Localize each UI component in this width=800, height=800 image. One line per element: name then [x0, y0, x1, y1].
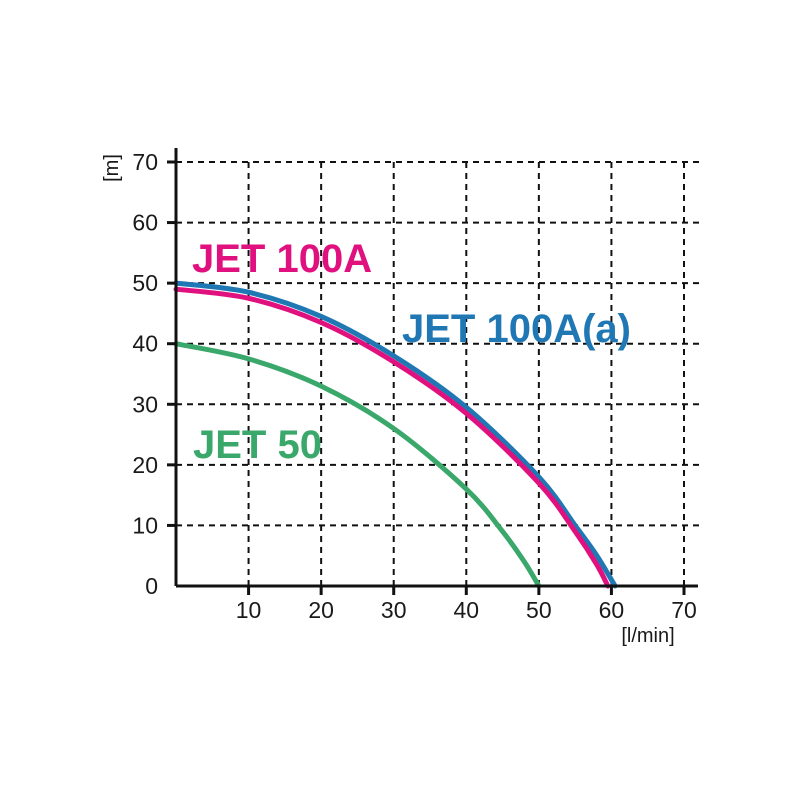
x-axis-unit-label: [l/min]: [621, 625, 674, 647]
x-tick-label: 40: [453, 597, 479, 623]
grid: [176, 160, 702, 586]
series-label-jet-100a-a: JET 100A(a): [402, 307, 631, 351]
y-tick-label: 60: [132, 210, 158, 236]
series-line-jet-50: [173, 341, 542, 589]
y-tick-label: 10: [132, 512, 158, 538]
curves: [173, 280, 618, 589]
y-tick-label: 40: [132, 331, 158, 357]
x-tick-label: 50: [526, 597, 552, 623]
y-tick-labels: 0 10 20 30 40 50 60 70: [132, 149, 158, 599]
y-tick-label: 70: [132, 149, 158, 175]
y-axis-unit-label: [m]: [101, 154, 123, 182]
x-tick-label: 10: [236, 597, 262, 623]
x-tick-labels: 10 20 30 40 50 60 70: [236, 597, 697, 623]
series-line-jet-100a-a: [173, 280, 618, 589]
x-tick-label: 20: [308, 597, 334, 623]
axes: [167, 148, 698, 595]
series-label-jet-100a: JET 100A: [192, 237, 372, 281]
y-tick-label: 30: [132, 391, 158, 417]
x-tick-label: 30: [381, 597, 407, 623]
x-tick-label: 60: [599, 597, 625, 623]
x-tick-label: 70: [671, 597, 697, 623]
y-tick-label: 20: [132, 452, 158, 478]
series-label-jet-50: JET 50: [193, 423, 322, 467]
y-tick-label: 50: [132, 270, 158, 296]
series-line-jet-100a: [173, 286, 611, 589]
y-tick-label: 0: [145, 573, 158, 599]
